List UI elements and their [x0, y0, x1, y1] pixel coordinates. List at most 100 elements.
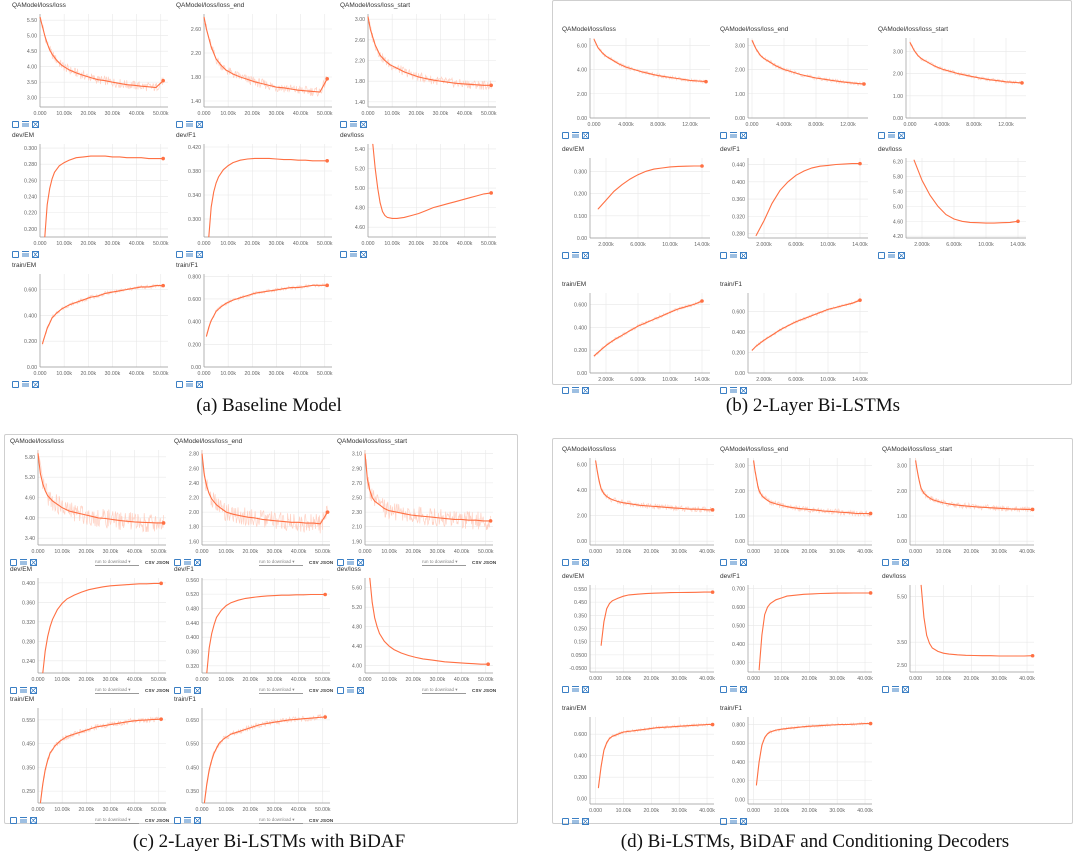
expand-icon[interactable]	[10, 559, 17, 566]
fit-domain-icon[interactable]	[898, 252, 905, 259]
expand-icon[interactable]	[720, 559, 727, 566]
line-chart[interactable]: 6.00 4.00 2.00 0.000.000 10.00k 20.00k 30.00k 4…	[562, 455, 718, 557]
fit-domain-icon[interactable]	[360, 121, 367, 128]
expand-icon[interactable]	[562, 132, 569, 139]
list-icon[interactable]	[572, 818, 579, 825]
run-download-select[interactable]: run to download ▾	[259, 817, 303, 824]
fit-domain-icon[interactable]	[194, 817, 201, 824]
expand-icon[interactable]	[12, 381, 19, 388]
line-chart[interactable]: 0.800 0.600 0.400 0.200 0.000.000 10.00k 20.00…	[176, 271, 336, 379]
fit-domain-icon[interactable]	[194, 687, 201, 694]
list-icon[interactable]	[347, 687, 354, 694]
list-icon[interactable]	[730, 252, 737, 259]
fit-domain-icon[interactable]	[32, 381, 39, 388]
list-icon[interactable]	[730, 559, 737, 566]
list-icon[interactable]	[888, 132, 895, 139]
download-format-links[interactable]: CSV JSON	[145, 818, 170, 823]
list-icon[interactable]	[572, 559, 579, 566]
fit-domain-icon[interactable]	[30, 817, 37, 824]
list-icon[interactable]	[20, 817, 27, 824]
line-chart[interactable]: 0.400 0.360 0.320 0.280 0.240 0.000 10.00k 20.0…	[10, 575, 170, 685]
run-download-select[interactable]: run to download ▾	[259, 559, 303, 566]
list-icon[interactable]	[184, 687, 191, 694]
expand-icon[interactable]	[337, 559, 344, 566]
expand-icon[interactable]	[176, 381, 183, 388]
expand-icon[interactable]	[12, 251, 19, 258]
line-chart[interactable]: 0.700 0.600 0.500 0.400 0.300 0.000 10.00k 20.0…	[720, 582, 876, 684]
download-format-links[interactable]: CSV JSON	[145, 688, 170, 693]
line-chart[interactable]: 0.600 0.400 0.200 0.00 2.000k 6.000k 10.00k 14.…	[720, 290, 872, 385]
line-chart[interactable]: 0.550 0.450 0.350 0.250 0.150 0.0500 -0.05000.…	[562, 582, 718, 684]
download-format-links[interactable]: CSV JSON	[309, 560, 334, 565]
list-icon[interactable]	[892, 559, 899, 566]
run-download-select[interactable]: run to download ▾	[422, 559, 466, 566]
expand-icon[interactable]	[340, 121, 347, 128]
line-chart[interactable]: 3.00 2.00 1.00 0.000.000 10.00k 20.00k 30.00k 4…	[882, 455, 1038, 557]
run-download-select[interactable]: run to download ▾	[95, 559, 139, 566]
expand-icon[interactable]	[882, 686, 889, 693]
line-chart[interactable]: 0.300 0.200 0.100 0.00 2.000k 6.000k 10.00k 14.…	[562, 155, 714, 250]
fit-domain-icon[interactable]	[902, 686, 909, 693]
run-download-select[interactable]: run to download ▾	[259, 687, 303, 694]
fit-domain-icon[interactable]	[360, 251, 367, 258]
line-chart[interactable]: 6.00 4.00 2.00 0.000.000 4.000k 8.000k 12.00k	[562, 35, 714, 130]
line-chart[interactable]: 0.600 0.400 0.200 0.000.000 10.00k 20.00k 30.0…	[562, 714, 718, 816]
expand-icon[interactable]	[720, 252, 727, 259]
fit-domain-icon[interactable]	[740, 252, 747, 259]
fit-domain-icon[interactable]	[740, 818, 747, 825]
line-chart[interactable]: 0.440 0.400 0.360 0.320 0.280 2.000k 6.000k 10.…	[720, 155, 872, 250]
fit-domain-icon[interactable]	[582, 387, 589, 394]
list-icon[interactable]	[572, 132, 579, 139]
download-format-links[interactable]: CSV JSON	[309, 688, 334, 693]
line-chart[interactable]: 5.40 5.20 5.00 4.80 4.60 0.000 10.00k 20.00k 30.…	[340, 141, 500, 249]
expand-icon[interactable]	[174, 559, 181, 566]
line-chart[interactable]: 0.600 0.400 0.200 0.00 2.000k 6.000k 10.00k 14.…	[562, 290, 714, 385]
line-chart[interactable]: 5.50 5.00 4.50 4.00 3.50 3.00 0.000 10.00k 20.00…	[12, 11, 172, 119]
fit-domain-icon[interactable]	[32, 121, 39, 128]
download-format-links[interactable]: CSV JSON	[145, 560, 170, 565]
list-icon[interactable]	[888, 252, 895, 259]
expand-icon[interactable]	[720, 387, 727, 394]
line-chart[interactable]: 5.80 5.20 4.60 4.00 3.40 0.000 10.00k 20.00k 30.…	[10, 447, 170, 557]
list-icon[interactable]	[20, 559, 27, 566]
expand-icon[interactable]	[720, 686, 727, 693]
fit-domain-icon[interactable]	[902, 559, 909, 566]
expand-icon[interactable]	[174, 687, 181, 694]
expand-icon[interactable]	[562, 686, 569, 693]
fit-domain-icon[interactable]	[357, 687, 364, 694]
download-format-links[interactable]: CSV JSON	[309, 818, 334, 823]
fit-domain-icon[interactable]	[194, 559, 201, 566]
list-icon[interactable]	[572, 686, 579, 693]
list-icon[interactable]	[186, 381, 193, 388]
expand-icon[interactable]	[10, 687, 17, 694]
expand-icon[interactable]	[12, 121, 19, 128]
line-chart[interactable]: 0.560 0.520 0.480 0.440 0.400 0.360 0.320 0.000…	[174, 575, 334, 685]
fit-domain-icon[interactable]	[582, 686, 589, 693]
line-chart[interactable]: 2.60 2.20 1.80 1.40 0.000 10.00k 20.00k 30.00k 4…	[176, 11, 336, 119]
line-chart[interactable]: 3.00 2.00 1.00 0.000.000 4.000k 8.000k 12.00k	[878, 35, 1030, 130]
fit-domain-icon[interactable]	[196, 381, 203, 388]
list-icon[interactable]	[572, 252, 579, 259]
expand-icon[interactable]	[878, 252, 885, 259]
download-format-links[interactable]: CSV JSON	[472, 560, 497, 565]
line-chart[interactable]: 2.80 2.60 2.40 2.20 2.00 1.80 1.60 0.000 10.00k 2…	[174, 447, 334, 557]
list-icon[interactable]	[350, 121, 357, 128]
list-icon[interactable]	[730, 686, 737, 693]
fit-domain-icon[interactable]	[30, 559, 37, 566]
expand-icon[interactable]	[562, 559, 569, 566]
fit-domain-icon[interactable]	[196, 121, 203, 128]
download-format-links[interactable]: CSV JSON	[472, 688, 497, 693]
list-icon[interactable]	[20, 687, 27, 694]
line-chart[interactable]: 0.600 0.400 0.200 0.000.000 10.00k 20.00k 30.0…	[12, 271, 172, 379]
fit-domain-icon[interactable]	[740, 387, 747, 394]
fit-domain-icon[interactable]	[740, 132, 747, 139]
list-icon[interactable]	[186, 121, 193, 128]
list-icon[interactable]	[730, 818, 737, 825]
list-icon[interactable]	[892, 686, 899, 693]
run-download-select[interactable]: run to download ▾	[95, 687, 139, 694]
fit-domain-icon[interactable]	[582, 559, 589, 566]
expand-icon[interactable]	[878, 132, 885, 139]
run-download-select[interactable]: run to download ▾	[422, 687, 466, 694]
line-chart[interactable]: 0.800 0.600 0.400 0.200 0.000.000 10.00k 20.00…	[720, 714, 876, 816]
fit-domain-icon[interactable]	[196, 251, 203, 258]
